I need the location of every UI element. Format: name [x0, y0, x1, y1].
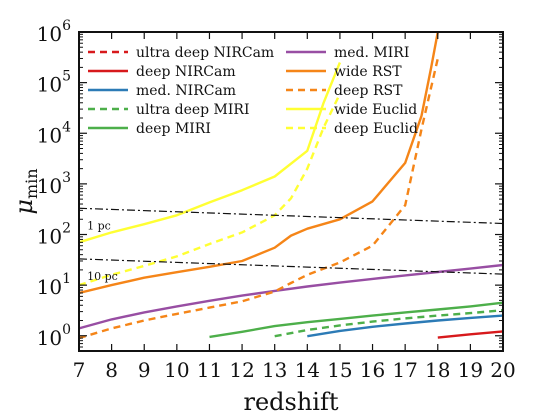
legend-label-1: deep NIRCam — [136, 64, 236, 80]
legend: ultra deep NIRCam deep NIRCam med. NIRCam u… — [88, 45, 418, 137]
y-tick-label-1: 101 — [37, 271, 71, 299]
y-tick-label-exp-3: 3 — [62, 170, 71, 186]
series-line-2 — [307, 314, 503, 338]
x-tick-label-10: 17 — [392, 358, 417, 382]
x-tick-label-0: 7 — [73, 358, 86, 382]
y-tick-label-base-2: 10 — [37, 225, 62, 249]
x-tick-label-13: 20 — [490, 358, 515, 382]
y-tick-label-base-5: 10 — [37, 73, 62, 97]
series-line-1 — [437, 330, 503, 339]
axis-ticks: 7 8 9 10 11 12 13 14 15 16 17 18 19 20100101102103104… — [37, 18, 516, 382]
y-tick-label-4: 104 — [37, 119, 71, 147]
series-line-9 — [79, 93, 341, 287]
legend-label-2: med. NIRCam — [136, 83, 236, 99]
legend-label-0: ultra deep NIRCam — [136, 45, 274, 61]
annotation-line-0 — [79, 207, 503, 225]
y-tick-label-3: 103 — [37, 170, 71, 198]
series-line-5 — [79, 263, 503, 330]
series-lines — [79, 32, 503, 340]
y-axis-title: μmin — [10, 168, 41, 214]
y-tick-label-exp-5: 5 — [62, 69, 71, 85]
y-tick-label-base-1: 10 — [37, 275, 62, 299]
y-tick-label-exp-6: 6 — [62, 18, 71, 34]
x-tick-label-7: 14 — [295, 358, 320, 382]
legend-label-8: wide Euclid — [334, 102, 417, 118]
series-line-7 — [79, 58, 439, 340]
x-tick-label-4: 11 — [197, 358, 222, 382]
x-tick-label-12: 19 — [458, 358, 483, 382]
series-line-3 — [274, 309, 503, 338]
y-axis-title-main: μ — [10, 199, 38, 215]
y-tick-label-exp-1: 1 — [62, 271, 71, 287]
y-axis-title-sub: min — [22, 168, 41, 199]
x-tick-label-6: 13 — [262, 358, 287, 382]
y-tick-label-exp-2: 2 — [62, 221, 71, 237]
legend-label-5: med. MIRI — [334, 45, 409, 61]
legend-label-4: deep MIRI — [136, 121, 211, 137]
y-tick-label-exp-4: 4 — [62, 119, 71, 135]
annotation-label-1: 10 pc — [87, 270, 118, 283]
x-tick-label-5: 12 — [229, 358, 254, 382]
legend-label-7: deep RST — [334, 83, 403, 99]
x-tick-label-8: 15 — [327, 358, 352, 382]
y-tick-label-2: 102 — [37, 221, 71, 249]
y-tick-label-base-6: 10 — [37, 22, 62, 46]
y-tick-label-6: 106 — [37, 18, 71, 46]
x-tick-label-3: 10 — [164, 358, 189, 382]
annotation-label-0: 1 pc — [87, 220, 111, 233]
x-axis-title: redshift — [243, 388, 338, 416]
y-tick-label-base-3: 10 — [37, 174, 62, 198]
legend-label-6: wide RST — [334, 64, 402, 80]
series-line-4 — [209, 301, 503, 339]
series-line-6 — [79, 32, 439, 295]
annotation-line-1 — [79, 258, 503, 275]
x-tick-label-1: 8 — [105, 358, 118, 382]
y-tick-label-5: 105 — [37, 69, 71, 97]
y-tick-label-base-0: 10 — [37, 326, 62, 350]
legend-label-3: ultra deep MIRI — [136, 102, 250, 118]
x-tick-label-11: 18 — [425, 358, 450, 382]
y-tick-label-base-4: 10 — [37, 123, 62, 147]
y-tick-label-exp-0: 0 — [62, 322, 71, 338]
annotation-lines — [79, 207, 503, 275]
y-tick-label-0: 100 — [37, 322, 71, 350]
legend-label-9: deep Euclid — [334, 121, 418, 137]
x-tick-label-9: 16 — [360, 358, 385, 382]
x-tick-label-2: 9 — [138, 358, 151, 382]
